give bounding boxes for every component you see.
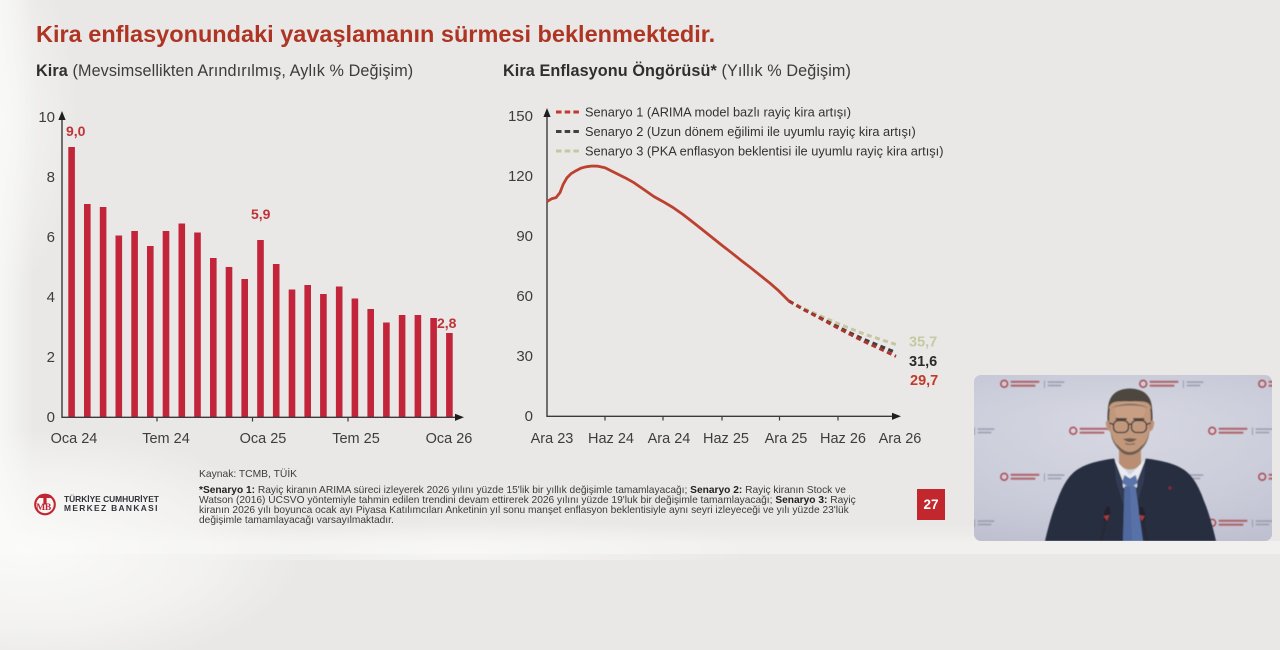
svg-text:6: 6: [47, 229, 55, 246]
svg-text:Oca 26: Oca 26: [426, 431, 473, 447]
svg-text:Ara 23: Ara 23: [531, 431, 574, 447]
svg-text:Oca 25: Oca 25: [240, 431, 287, 447]
svg-text:Senaryo 3 (PKA enflasyon bekle: Senaryo 3 (PKA enflasyon beklentisi ile …: [585, 144, 943, 159]
svg-text:29,7: 29,7: [910, 373, 938, 389]
svg-text:Ara 24: Ara 24: [648, 431, 691, 447]
svg-text:0: 0: [47, 409, 55, 426]
svg-text:8: 8: [47, 169, 55, 186]
svg-text:120: 120: [508, 168, 533, 185]
svg-text:2,8: 2,8: [437, 315, 457, 331]
svg-text:35,7: 35,7: [909, 335, 937, 351]
svg-text:Senaryo 2 (Uzun dönem eğilimi: Senaryo 2 (Uzun dönem eğilimi ile uyumlu…: [585, 124, 916, 139]
svg-text:Tem 25: Tem 25: [332, 431, 380, 447]
svg-text:90: 90: [516, 228, 533, 245]
svg-text:Haz 26: Haz 26: [820, 431, 866, 447]
svg-text:9,0: 9,0: [66, 123, 86, 139]
svg-text:Oca 24: Oca 24: [51, 431, 98, 447]
svg-text:10: 10: [38, 109, 55, 126]
svg-text:MB: MB: [36, 503, 52, 513]
svg-text:60: 60: [516, 288, 533, 305]
svg-text:Senaryo 1 (ARIMA model bazlı r: Senaryo 1 (ARIMA model bazlı rayiç kira …: [585, 105, 851, 120]
svg-text:31,6: 31,6: [909, 354, 937, 370]
svg-text:150: 150: [508, 108, 533, 125]
svg-text:Haz 24: Haz 24: [588, 431, 634, 447]
svg-text:Ara 26: Ara 26: [879, 431, 922, 447]
svg-text:Tem 24: Tem 24: [142, 431, 190, 447]
svg-text:Haz 25: Haz 25: [703, 431, 749, 447]
svg-text:0: 0: [525, 408, 533, 425]
svg-text:5,9: 5,9: [251, 206, 271, 222]
svg-text:4: 4: [47, 289, 55, 306]
svg-text:30: 30: [516, 348, 533, 365]
svg-text:Ara 25: Ara 25: [765, 431, 808, 447]
svg-text:2: 2: [47, 349, 55, 366]
